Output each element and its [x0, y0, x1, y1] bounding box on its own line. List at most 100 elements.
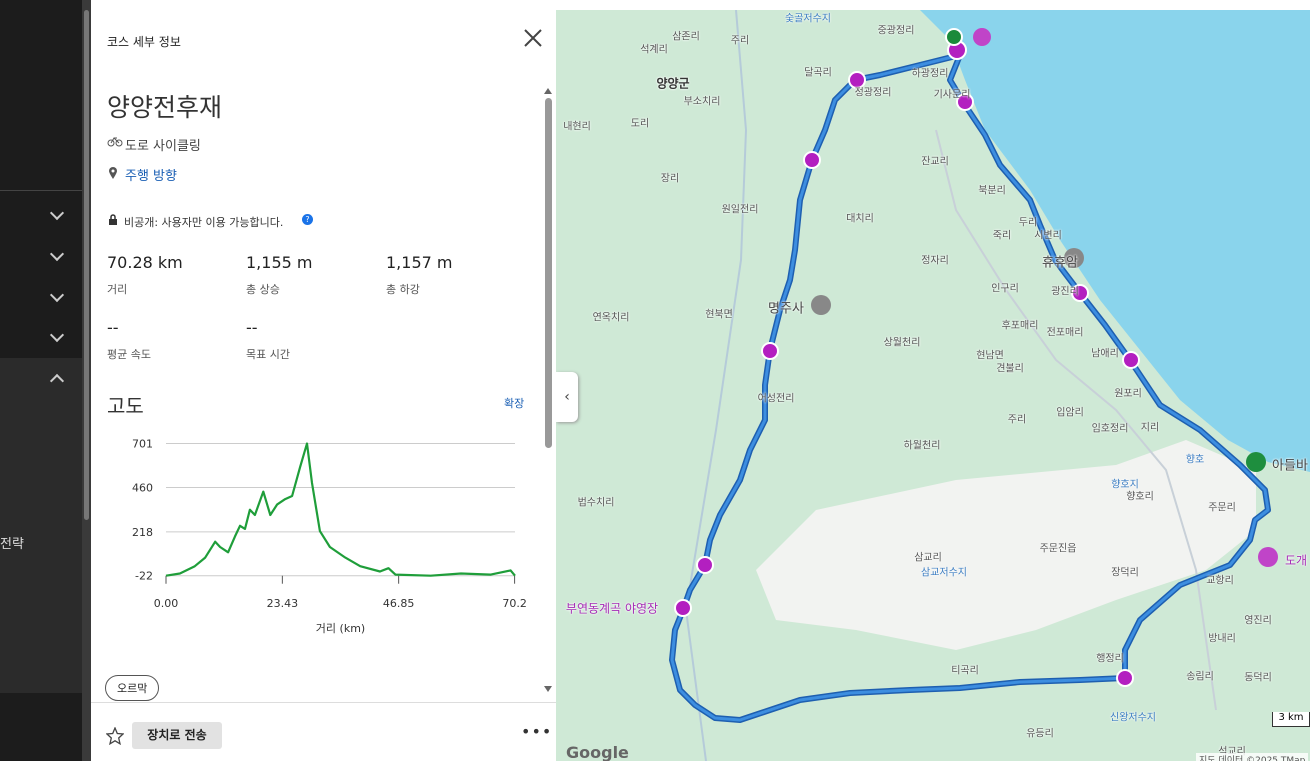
map-label: 주리: [1007, 414, 1027, 426]
scroll-thumb[interactable]: [84, 10, 89, 520]
bike-icon: [107, 137, 123, 147]
map-label: 향호지: [1111, 479, 1139, 491]
panel-header: 코스 세부 정보: [107, 35, 181, 49]
y-tick-label: -22: [135, 570, 153, 583]
chevron[interactable]: [49, 327, 65, 343]
road: [935, 129, 1217, 711]
map-label: 부연동계곡 야영장: [565, 601, 659, 616]
map-label: 아들바: [1272, 458, 1308, 474]
poi-marker: [1258, 547, 1278, 567]
expand-link[interactable]: 확장: [504, 397, 525, 410]
climbs-chip[interactable]: 오르막: [105, 675, 160, 701]
y-tick-label: 218: [132, 526, 153, 539]
chevron[interactable]: [49, 246, 65, 262]
map-label: 중광정리: [877, 25, 915, 37]
map-label: 달곡리: [804, 67, 832, 79]
close-button[interactable]: [523, 28, 543, 48]
map: ‹ 숯골저수지 중광정리 삼존리 주리 석계리 달곡리 하광정리 양양군 부소치리 정광정리 기사문…: [556, 10, 1310, 761]
detail-panel: 코스 세부 정보 양양전후재 도로 사이클링 주행 방향 비공개: 사용자만 이…: [91, 10, 556, 761]
map-label: 행정리: [1096, 653, 1124, 665]
map-label: 상월천리: [883, 337, 921, 349]
map-label: 북분리: [978, 185, 1006, 197]
map-label: 법수치리: [577, 497, 615, 509]
menu-item[interactable]: 전략: [0, 537, 24, 552]
map-label: 잔교리: [921, 156, 949, 168]
send-button[interactable]: 장치로 전송: [132, 722, 222, 749]
direction-link[interactable]: 주행 방향: [125, 169, 177, 184]
map-logo: Google: [566, 743, 629, 761]
elevation-chart: -22 218 460 701 0.00 23.43 46.85 70.2 거리 (km): [132, 437, 527, 635]
scroll-thumb[interactable]: [545, 98, 552, 448]
river: [684, 10, 748, 761]
map-label: 휴휴암: [1042, 255, 1078, 271]
poi-marker: [1064, 248, 1084, 268]
panel-scrollbar: [544, 88, 552, 694]
map-label: 임호정리: [1091, 423, 1129, 435]
map-label: 원일전리: [721, 204, 759, 216]
map-label: 삼교저수지: [921, 567, 967, 579]
map-label: 향호리: [1126, 491, 1154, 503]
map-label: 도리: [630, 118, 650, 130]
map-label: 연옥치리: [592, 312, 630, 324]
map-label: 향호: [1185, 454, 1205, 466]
map-label: 하월천리: [903, 440, 941, 452]
x-tick-label: 23.43: [267, 597, 299, 610]
map-label: 주문진읍: [1039, 543, 1077, 555]
stat-label: 총 하강: [386, 283, 420, 296]
map-label: 정자리: [921, 255, 949, 267]
map-label: 광진리: [1051, 286, 1079, 298]
map-label: 입암리: [1056, 407, 1084, 419]
map-label: 숯골저수지: [785, 13, 831, 25]
chevron[interactable]: [49, 287, 65, 303]
map-label: 동덕리: [1244, 672, 1272, 684]
map-label: 주리: [730, 35, 750, 47]
map-label: 남애리: [1091, 348, 1119, 360]
map-label: 방내리: [1208, 633, 1236, 645]
map-label: 교항리: [1206, 575, 1234, 587]
park-marker: [1246, 452, 1266, 472]
elevation-line: [165, 442, 516, 577]
y-tick-label: 701: [132, 437, 153, 450]
map-label: 후포매리: [1001, 320, 1039, 332]
scrollbar: [82, 0, 91, 761]
lowland: [756, 440, 1256, 650]
collapse-button[interactable]: ‹: [556, 372, 578, 422]
map-label: 장덕리: [1111, 567, 1139, 579]
map-label: 견불리: [996, 363, 1024, 375]
elevation-title: 고도: [107, 394, 144, 418]
x-tick-label: 0.00: [154, 597, 179, 610]
stat-label: 거리: [107, 283, 128, 296]
map-label: 신왕저수지: [1110, 712, 1156, 724]
map-label: 석계리: [640, 44, 668, 56]
map-label: 티곡리: [951, 665, 979, 677]
pin-icon: [109, 167, 117, 179]
map-label: 정광정리: [854, 87, 892, 99]
stat-value: --: [107, 318, 119, 337]
sidebar: 전략: [0, 0, 82, 761]
map-label: 현남면: [976, 350, 1004, 362]
chevron[interactable]: [49, 205, 65, 221]
map-label: 영진리: [1244, 615, 1272, 627]
stat-value: 1,155 m: [246, 253, 313, 272]
stat-label: 평균 속도: [107, 348, 151, 361]
poi-marker: [973, 28, 991, 46]
activity: 도로 사이클링: [125, 139, 201, 154]
attribution: 지도 데이터 ©2025 TMap: [1196, 753, 1309, 761]
map-label: 명주사: [768, 301, 804, 317]
x-tick-label: 70.2: [502, 597, 527, 610]
more-button[interactable]: •••: [521, 722, 553, 741]
poi-marker: [811, 295, 831, 315]
help-icon[interactable]: ?: [302, 214, 313, 225]
map-label: 송림리: [1186, 671, 1214, 683]
map-label: 부소치리: [683, 96, 721, 108]
map-label: 장리: [660, 173, 680, 185]
x-tick-label: 46.85: [383, 597, 415, 610]
map-label: 대치리: [846, 213, 874, 225]
x-axis-label: 거리 (km): [316, 622, 365, 635]
map-label: 하광정리: [911, 68, 949, 80]
star-button[interactable]: [106, 727, 124, 745]
route: [670, 53, 1270, 722]
map-canvas: [669, 10, 1310, 761]
map-label: 내현리: [563, 121, 591, 133]
